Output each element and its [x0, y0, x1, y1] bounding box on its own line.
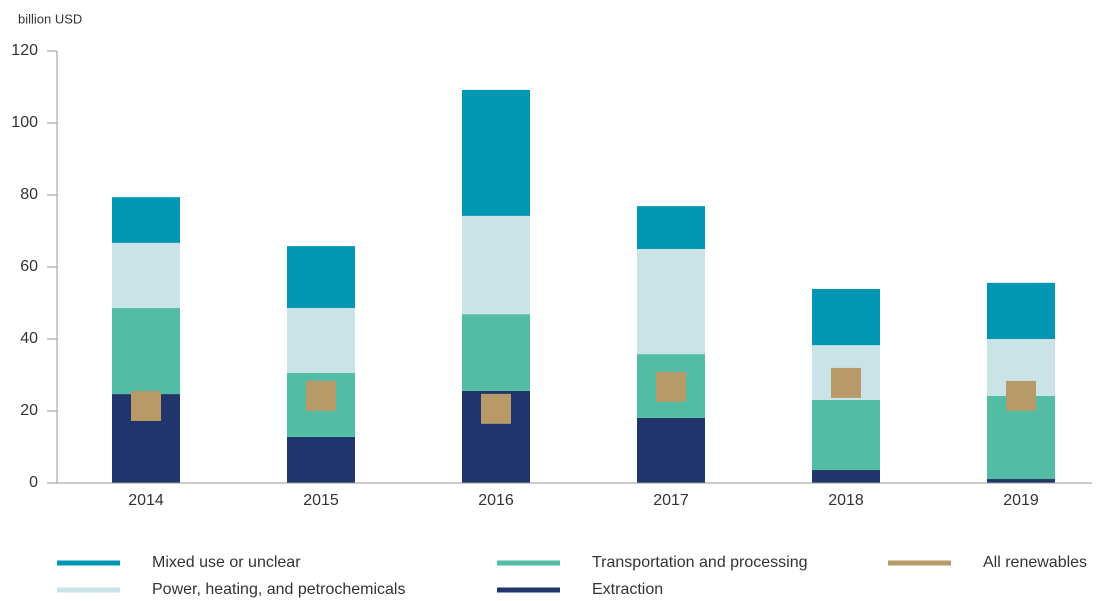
bar-segment — [462, 89, 530, 216]
legend-label: Mixed use or unclear — [152, 554, 301, 571]
bar-segment — [987, 282, 1055, 339]
x-tick-label: 2016 — [478, 492, 514, 509]
y-tick-label: 0 — [29, 474, 38, 491]
bar-segment — [287, 246, 355, 309]
legend-label: Extraction — [592, 581, 663, 598]
renewables-marker — [656, 371, 686, 402]
bar-segment — [462, 314, 530, 391]
bar-segment — [112, 197, 180, 243]
bar-segment — [462, 215, 530, 315]
renewables-marker — [306, 380, 336, 411]
bar-segment — [112, 242, 180, 309]
bar-segment — [112, 308, 180, 395]
y-tick-label: 120 — [11, 42, 38, 59]
bar-segment — [987, 479, 1055, 483]
bar-segment — [287, 436, 355, 483]
bar-segment — [812, 470, 880, 483]
y-tick-label: 40 — [20, 330, 38, 347]
bar-segment — [637, 417, 705, 483]
legend-label: All renewables — [983, 554, 1087, 571]
renewables-marker — [131, 390, 161, 421]
bar-segment — [637, 206, 705, 249]
x-tick-label: 2018 — [828, 492, 864, 509]
bar-segment — [287, 308, 355, 373]
bar-segment — [812, 399, 880, 471]
x-tick-label: 2015 — [303, 492, 339, 509]
x-tick-label: 2014 — [128, 492, 164, 509]
renewables-marker — [831, 367, 861, 398]
y-tick-label: 20 — [20, 402, 38, 419]
renewables-marker — [481, 393, 511, 424]
legend-label: Power, heating, and petrochemicals — [152, 581, 405, 598]
y-tick-label: 100 — [11, 114, 38, 131]
bar-segment — [637, 249, 705, 355]
bar-segment — [812, 288, 880, 346]
x-tick-label: 2019 — [1003, 492, 1039, 509]
y-axis-label: billion USD — [18, 11, 82, 26]
legend-label: Transportation and processing — [592, 554, 808, 571]
y-tick-label: 80 — [20, 186, 38, 203]
y-tick-label: 60 — [20, 258, 38, 275]
renewables-marker — [1006, 380, 1036, 411]
x-tick-label: 2017 — [653, 492, 689, 509]
